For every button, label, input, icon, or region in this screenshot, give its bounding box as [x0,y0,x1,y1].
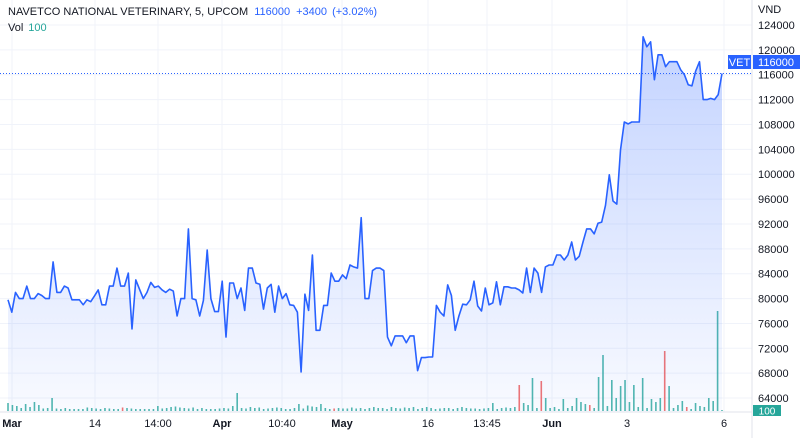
ticker-badge-label: VET [729,57,751,69]
time-tick-label: 14 [89,418,101,430]
price-axis[interactable]: 1240001200001160001120001080001040001000… [758,20,795,405]
time-tick-label: May [331,418,353,430]
time-tick-label: 3 [624,418,630,430]
price-line [7,36,723,373]
price-tick-label: 76000 [758,318,789,330]
time-tick-label: 10:40 [268,418,296,430]
price-tick-label: 96000 [758,194,789,206]
time-tick-label: 14:00 [144,418,172,430]
price-tick-label: 108000 [758,119,795,131]
price-tick-label: 112000 [758,95,794,107]
price-tick-label: 64000 [758,393,789,405]
ticker-badge: VET [728,55,751,69]
price-change-pct: (+3.02%) [332,6,378,18]
price-tick-label: 80000 [758,294,789,306]
volume-value: 100 [28,22,47,34]
last-price-badge-label: 116000 [758,57,794,69]
time-tick-label: 13:45 [473,418,501,430]
time-tick-label: Jun [542,418,562,430]
price-tick-label: 68000 [758,368,789,380]
price-tick-label: 92000 [758,219,789,231]
time-tick-label: Apr [213,418,233,430]
last-price-badge: 116000 [753,55,800,69]
symbol-title[interactable]: NAVETCO NATIONAL VETERINARY, 5, UPCOM [8,6,249,18]
last-price: 116000 [254,6,291,18]
price-tick-label: 116000 [758,70,794,82]
time-axis[interactable]: Mar 14 14:00 Apr 10:40 May 16 13:45 Jun 3 6 [2,418,727,430]
currency-label: VND [758,4,781,16]
price-tick-label: 100000 [758,169,795,181]
volume-badge-label: 100 [759,407,776,418]
volume-label[interactable]: Vol [8,22,24,34]
symbol-row: NAVETCO NATIONAL VETERINARY, 5, UPCOM 116… [8,4,377,20]
price-tick-label: 120000 [758,45,795,57]
time-tick-label: Mar [2,418,22,430]
chart-legend: NAVETCO NATIONAL VETERINARY, 5, UPCOM 116… [8,4,377,36]
price-change: +3400 [296,6,328,18]
price-tick-label: 72000 [758,343,789,355]
volume-badge: 100 [753,405,781,418]
time-tick-label: 6 [721,418,727,430]
price-tick-label: 104000 [758,144,795,156]
volume-row: Vol 100 [8,20,377,36]
time-tick-label: 16 [422,418,434,430]
price-tick-label: 124000 [758,20,795,32]
price-area-fill [8,36,722,413]
price-tick-label: 84000 [758,269,789,281]
price-tick-label: 88000 [758,244,789,256]
